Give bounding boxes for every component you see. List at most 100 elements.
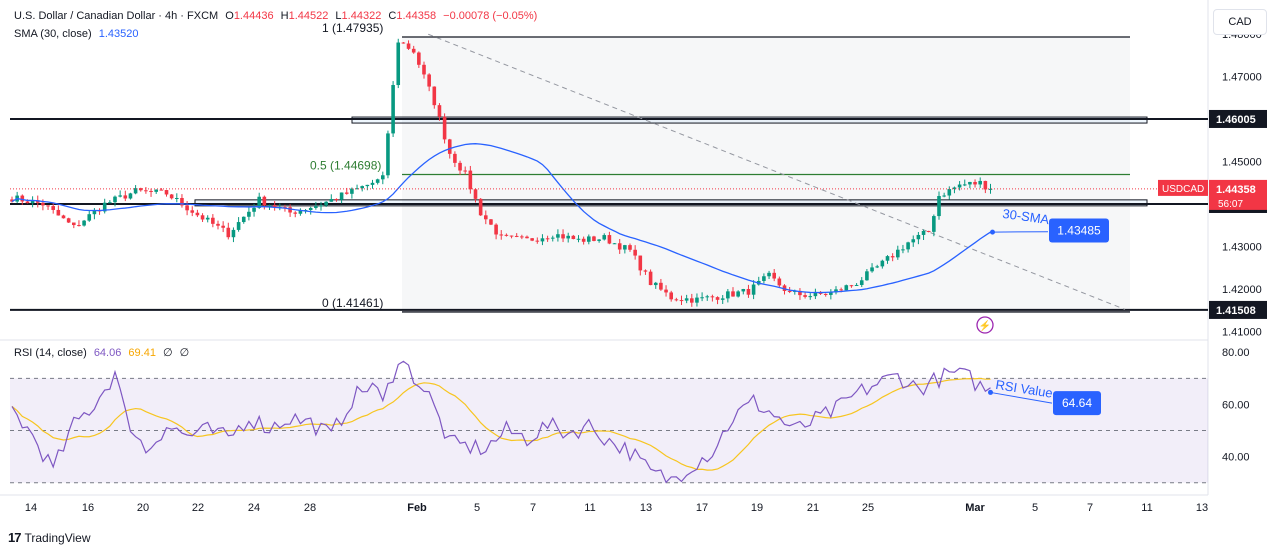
level-price-tag-text: 1.46005 xyxy=(1216,114,1256,126)
candle xyxy=(200,215,205,220)
candle xyxy=(731,291,735,297)
candle xyxy=(252,207,256,212)
candle xyxy=(128,193,133,199)
rsi-callout-line xyxy=(990,391,1053,404)
candle xyxy=(308,207,313,211)
candle xyxy=(916,234,921,240)
bar-countdown: 56:07 xyxy=(1218,199,1243,210)
sma-callout-text: 30-SMA xyxy=(1002,206,1051,227)
fib-level-label: 0.5 (1.44698) xyxy=(310,158,381,172)
sma-legend[interactable]: SMA (30, close) 1.43520 xyxy=(14,28,138,40)
candle xyxy=(736,291,740,297)
time-axis-tick: 20 xyxy=(137,502,149,514)
candle xyxy=(298,210,303,214)
candle xyxy=(777,278,782,286)
rsi-axis-tick: 80.00 xyxy=(1222,347,1250,359)
candle xyxy=(535,240,540,242)
candle xyxy=(46,205,50,207)
candle xyxy=(20,195,25,202)
candle xyxy=(813,291,818,297)
candle xyxy=(247,211,251,217)
candle xyxy=(288,207,292,213)
level-price-tag-text: 1.41508 xyxy=(1216,305,1256,317)
candle xyxy=(808,296,813,298)
candle xyxy=(144,190,148,192)
candle xyxy=(782,285,787,291)
candle xyxy=(355,188,359,190)
candle xyxy=(30,200,35,204)
rsi-ma-value: 69.41 xyxy=(128,347,156,359)
candle xyxy=(169,194,174,199)
open-value: 1.44436 xyxy=(233,10,274,22)
candle xyxy=(375,179,380,183)
rsi-legend[interactable]: RSI (14, close) 64.06 69.41 ∅ ∅ xyxy=(14,346,189,359)
tradingview-logo-icon: 17 xyxy=(8,530,22,545)
sma-callout-dot xyxy=(990,229,995,235)
time-axis-tick: Feb xyxy=(407,502,427,514)
time-axis-tick: 5 xyxy=(474,502,480,514)
candle xyxy=(241,216,246,223)
candle xyxy=(514,235,519,237)
candle xyxy=(885,256,890,261)
candle xyxy=(566,235,570,239)
candle xyxy=(231,229,236,238)
candle xyxy=(236,222,241,230)
candle xyxy=(859,280,864,285)
supply-demand-zone xyxy=(194,199,1148,207)
candle xyxy=(411,48,416,53)
candle xyxy=(803,295,807,297)
candle xyxy=(921,230,926,235)
candle xyxy=(978,180,982,185)
candle xyxy=(468,170,473,190)
candle xyxy=(478,198,483,216)
candle xyxy=(87,214,92,221)
candle xyxy=(746,289,751,295)
candle xyxy=(458,162,462,171)
time-axis-tick: Mar xyxy=(965,502,985,514)
candle xyxy=(489,219,493,225)
price-axis-tick: 1.41000 xyxy=(1222,327,1262,339)
rsi-label: RSI (14, close) xyxy=(14,347,87,359)
candle xyxy=(391,85,395,134)
candle xyxy=(267,205,272,207)
change-value: −0.00078 (−0.05%) xyxy=(443,10,538,22)
sma-value: 1.43520 xyxy=(98,28,139,40)
candle xyxy=(865,271,869,281)
candle xyxy=(92,210,97,215)
candle xyxy=(679,300,684,302)
candle xyxy=(720,298,725,300)
candle xyxy=(592,236,596,241)
rsi-extra-2: ∅ xyxy=(179,347,190,359)
time-axis-tick: 21 xyxy=(807,502,819,514)
candle xyxy=(344,192,349,194)
candle xyxy=(906,242,910,250)
candle xyxy=(406,43,411,49)
candle xyxy=(133,188,138,194)
candle xyxy=(149,190,153,192)
candle xyxy=(257,196,261,208)
candle xyxy=(417,52,421,65)
candle xyxy=(901,249,905,251)
candle xyxy=(937,196,941,217)
candle xyxy=(576,238,581,240)
candle xyxy=(880,260,885,267)
candle xyxy=(957,184,962,188)
candle xyxy=(540,238,545,242)
tradingview-logo[interactable]: 17 TradingView xyxy=(8,530,91,545)
candle xyxy=(509,235,514,237)
candle xyxy=(834,289,838,293)
candle xyxy=(968,181,972,185)
candle xyxy=(617,243,622,250)
candle xyxy=(272,205,277,208)
candle xyxy=(726,291,730,299)
currency-button[interactable]: CAD xyxy=(1213,9,1267,35)
candle xyxy=(432,86,437,106)
candle xyxy=(525,236,529,239)
candle xyxy=(159,189,164,191)
symbol-tag xyxy=(1158,179,1208,196)
candle xyxy=(56,209,61,216)
sma-callout-badge xyxy=(1049,218,1109,243)
candle xyxy=(381,175,385,180)
candle xyxy=(690,298,694,303)
